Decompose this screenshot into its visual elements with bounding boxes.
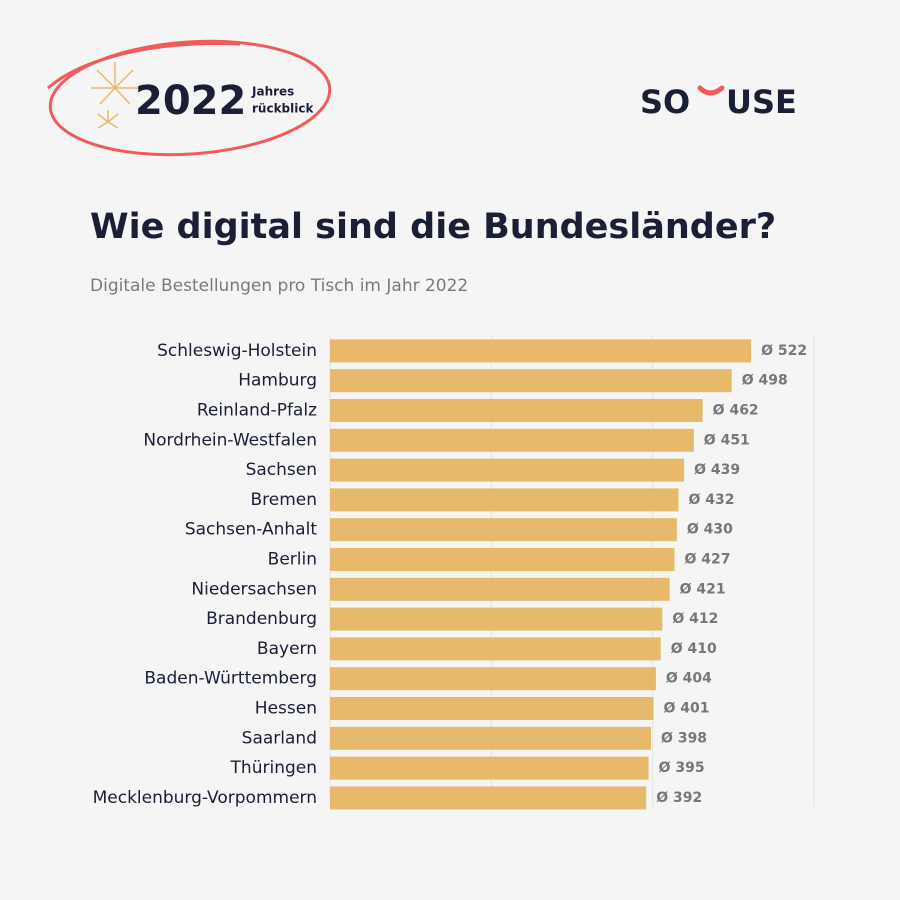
value-label: Ø 421: [680, 581, 726, 597]
year: 2022: [135, 78, 246, 124]
value-label: Ø 398: [661, 730, 707, 746]
y-tick-label: Niedersachsen: [191, 579, 317, 599]
bar: [330, 518, 677, 542]
logo-smile: [697, 85, 725, 96]
y-tick-label: Bremen: [250, 490, 317, 510]
value-label: Ø 392: [656, 790, 702, 806]
value-label: Ø 427: [684, 552, 730, 568]
value-label: Ø 412: [672, 611, 718, 627]
logo-text: USE: [726, 83, 797, 121]
value-label: Ø 395: [659, 760, 705, 776]
value-label: Ø 401: [663, 701, 709, 717]
bar: [330, 488, 679, 512]
bar: [330, 339, 752, 363]
bar: [330, 637, 661, 661]
value-label: Ø 462: [713, 403, 759, 419]
y-tick-label: Berlin: [268, 550, 317, 570]
value-label: Ø 432: [688, 492, 734, 508]
value-label: Ø 439: [694, 462, 740, 478]
bar: [330, 548, 675, 571]
y-tick-label: Schleswig-Holstein: [157, 341, 317, 361]
y-tick-label: Baden-Württemberg: [144, 669, 317, 689]
chart-title: Wie digital sind die Bundesländer?: [90, 207, 776, 247]
value-label: Ø 522: [761, 343, 807, 359]
logo-text: SO: [640, 83, 690, 121]
bar: [330, 607, 663, 631]
y-tick-label: Hamburg: [238, 371, 317, 391]
value-label: Ø 410: [671, 641, 717, 657]
y-tick-label: Sachsen: [246, 460, 317, 480]
y-tick-label: Saarland: [242, 728, 317, 748]
bar: [330, 786, 647, 810]
bar: [330, 369, 732, 393]
y-tick-label: Bayern: [257, 639, 317, 659]
y-tick-label: Sachsen-Anhalt: [185, 520, 317, 540]
bar: [330, 428, 694, 452]
value-label: Ø 430: [687, 522, 733, 538]
bar: [330, 756, 649, 780]
y-tick-label: Hessen: [255, 699, 317, 719]
bar: [330, 726, 652, 750]
value-label: Ø 498: [742, 373, 788, 389]
logo: SO USE: [640, 83, 797, 121]
chart-subtitle: Digitale Bestellungen pro Tisch im Jahr …: [90, 276, 468, 296]
badge-line: Jahres: [251, 85, 294, 99]
value-label: Ø 404: [666, 671, 712, 687]
y-tick-label: Nordrhein-Westfalen: [143, 430, 317, 450]
bar: [330, 577, 670, 601]
highlight-stroke: [47, 42, 241, 90]
y-tick-label: Thüringen: [230, 758, 317, 778]
bar: [330, 667, 656, 691]
y-tick-label: Reinland-Pfalz: [197, 401, 317, 421]
bar: [330, 399, 703, 422]
y-tick-label: Mecklenburg-Vorpommern: [93, 788, 317, 808]
fireworks: [91, 62, 139, 129]
header-badge: 2022 Jahres rückblick: [47, 39, 332, 157]
value-label: Ø 451: [704, 432, 750, 448]
badge-line: rückblick: [252, 102, 314, 116]
highlight-circle: [48, 39, 332, 157]
bar: [330, 458, 685, 482]
y-tick-label: Brandenburg: [206, 609, 317, 629]
bar: [330, 697, 654, 720]
